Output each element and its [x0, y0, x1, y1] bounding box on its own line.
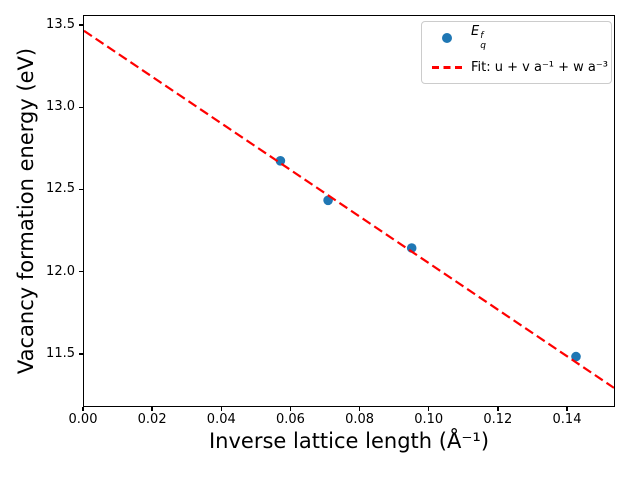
x-tick-label: 0.10	[414, 412, 444, 427]
x-tick-mark	[289, 407, 292, 411]
y-tick-mark	[79, 106, 83, 108]
dashed-line-icon	[432, 66, 462, 69]
legend-handle-scatter	[430, 32, 464, 43]
y-tick-label: 12.5	[46, 181, 75, 197]
y-tick-label: 13.5	[46, 16, 75, 32]
x-tick-mark	[428, 407, 430, 411]
x-axis-label: Inverse lattice length (Å⁻¹)	[208, 429, 490, 453]
x-tick-mark	[82, 407, 84, 411]
y-tick-label: 11.5	[46, 345, 75, 361]
x-tick-label: 0.00	[68, 412, 98, 427]
x-tick-mark	[358, 407, 361, 411]
legend-eqf-base: E	[471, 24, 480, 39]
x-tick-mark	[497, 407, 499, 411]
y-axis-label: Vacancy formation energy (eV)	[14, 47, 38, 375]
x-tick-label: 0.04	[206, 412, 236, 427]
plot-canvas	[84, 29, 614, 389]
legend-eqf-sup: f	[480, 31, 484, 42]
x-tick-label: 0.12	[483, 412, 513, 427]
y-tick-label: 12.0	[46, 263, 75, 279]
x-tick-mark	[220, 407, 222, 411]
x-tick-label: 0.06	[275, 412, 305, 427]
fit-line	[84, 29, 614, 389]
x-tick-label: 0.02	[137, 412, 167, 427]
y-tick-mark	[79, 271, 83, 273]
y-tick-mark	[79, 188, 83, 191]
legend-entry-fit: Fit: u + v a⁻¹ + w a⁻³	[430, 55, 608, 81]
data-point	[571, 351, 581, 362]
y-tick-mark	[79, 353, 83, 355]
y-tick-label: 13.0	[46, 99, 75, 115]
legend-handle-line	[430, 66, 464, 69]
data-point	[275, 156, 286, 166]
x-tick-mark	[566, 407, 568, 411]
x-tick-label: 0.14	[552, 412, 582, 427]
legend-label-fit: Fit: u + v a⁻¹ + w a⁻³	[471, 60, 608, 75]
x-tick-mark	[151, 407, 153, 411]
x-tick-label: 0.08	[345, 412, 375, 427]
scatter-marker-icon	[442, 32, 452, 43]
y-tick-mark	[79, 24, 83, 26]
legend-eqf-sub: q	[480, 40, 486, 51]
